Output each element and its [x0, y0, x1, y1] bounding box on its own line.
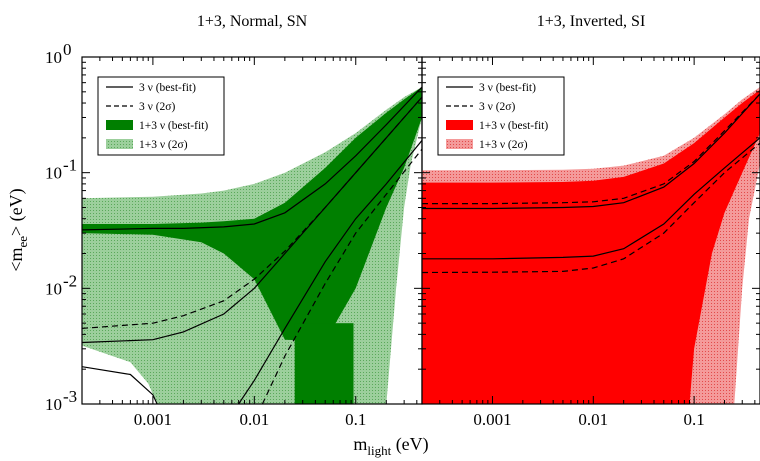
y-tick-label: 10: [45, 164, 62, 183]
series-line-bestfit-1: [422, 137, 760, 260]
legend-0: 3 ν (best-fit) 3 ν (2σ) 1+3 ν (best-fit) 1+…: [97, 76, 225, 156]
legend-label: 1+3 ν (best-fit): [479, 120, 548, 132]
legend-label: 3 ν (2σ): [479, 101, 515, 113]
y-tick-label-exponent: -3: [63, 387, 77, 406]
series-line-2sigma-4: [82, 96, 422, 329]
band-bestfit: [82, 87, 422, 342]
x-axis-1: 0.001 0.01 0.1: [421, 57, 756, 429]
y-tick-label: 10: [45, 279, 62, 298]
y-tick-label-exponent: -2: [63, 271, 77, 290]
panel-title-0: 1+3, Normal, SN: [197, 13, 308, 30]
plot-area-0: [82, 86, 422, 404]
x-axis-0: 0.001 0.01 0.1: [81, 57, 418, 429]
series-line-bestfit-3: [82, 366, 158, 404]
panel-title-1: 1+3, Inverted, SI: [537, 13, 646, 30]
series-line-bestfit-1: [82, 86, 422, 231]
y-tick-label: 10: [45, 48, 62, 67]
excluded-region-left: [82, 345, 158, 404]
x-tick-label: 0.01: [578, 410, 608, 429]
legend-1: 3 ν (best-fit) 3 ν (2σ) 1+3 ν (best-fit) 1+…: [437, 76, 565, 156]
legend-label: 1+3 ν (best-fit): [139, 120, 208, 132]
excluded-region-right: [386, 117, 422, 404]
y-tick-label: 10: [45, 395, 62, 414]
legend-swatch-hatched: [106, 139, 133, 149]
x-axis-label: mlight (eV): [353, 434, 428, 458]
plot-frame-1: [421, 56, 760, 405]
x-tick-label: 0.001: [473, 410, 511, 429]
series-line-2sigma-2: [422, 93, 760, 205]
legend-label: 3 ν (best-fit): [479, 82, 536, 94]
excluded-region-right: [734, 163, 760, 404]
legend-swatch-hatched: [446, 139, 473, 149]
legend-label: 1+3 ν (2σ): [139, 139, 188, 151]
series-line-bestfit-0: [422, 93, 760, 210]
series-line-bestfit-2: [238, 140, 422, 404]
legend-swatch-filled: [446, 120, 473, 130]
x-tick-label: 0.1: [345, 410, 366, 429]
x-tick-label: 0.1: [684, 410, 705, 429]
legend-swatch-filled: [106, 120, 133, 130]
y-axis-1: [422, 61, 760, 405]
legend-label: 1+3 ν (2σ): [479, 139, 528, 151]
band-bestfit: [422, 89, 760, 404]
series-line-2sigma-5: [261, 148, 422, 404]
x-tick-label: 0.001: [134, 410, 172, 429]
band-bestfit-vertical: [294, 323, 354, 404]
legend-label: 3 ν (2σ): [139, 101, 175, 113]
series-line-2sigma-3: [422, 142, 760, 274]
y-axis-label: <mee> (eV): [6, 188, 30, 271]
legend-label: 3 ν (best-fit): [139, 82, 196, 94]
y-tick-label-exponent: 0: [63, 40, 72, 59]
x-tick-label: 0.01: [239, 410, 269, 429]
y-tick-label-exponent: -1: [63, 156, 77, 175]
plot-area-1: [422, 87, 760, 404]
